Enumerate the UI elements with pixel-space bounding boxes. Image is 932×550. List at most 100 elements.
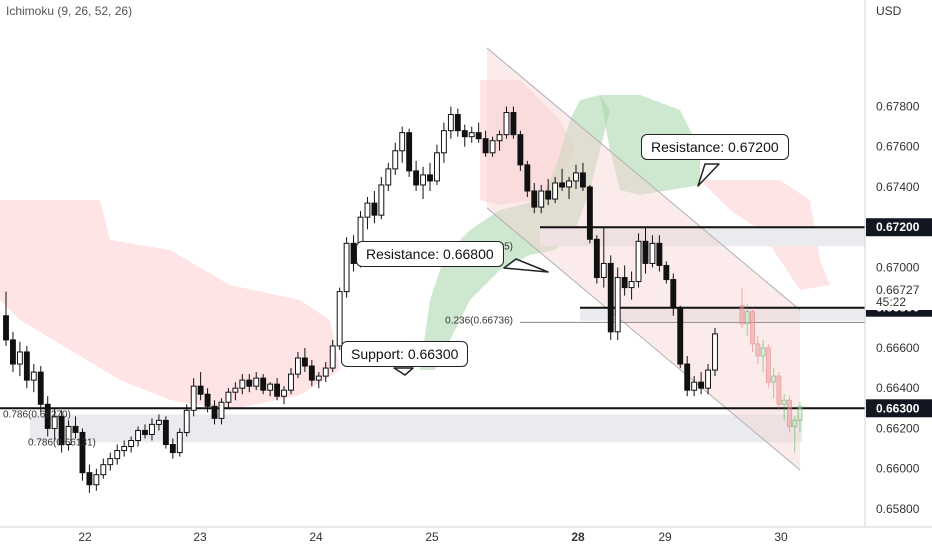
candle-body — [128, 439, 135, 448]
price-tick-label: 0.67400 — [876, 180, 920, 194]
candle — [183, 404, 190, 437]
candle — [37, 366, 44, 413]
channel-lower-line — [486, 207, 801, 471]
candle-body — [51, 415, 58, 429]
resistance-zone-2 — [580, 307, 865, 321]
candle-body — [434, 152, 440, 182]
candle — [559, 168, 566, 192]
candle — [614, 267, 621, 340]
candle-body — [712, 333, 718, 371]
candle — [23, 345, 30, 389]
candle — [3, 291, 9, 346]
candle-body — [190, 385, 197, 411]
support-callout[interactable]: Support: 0.66300 — [341, 341, 469, 367]
candle-body — [86, 472, 93, 486]
candle-body — [246, 379, 253, 387]
candle-body — [510, 112, 517, 136]
candle — [538, 184, 545, 214]
price-label: 45:22 — [876, 295, 906, 309]
projection-candle — [744, 303, 750, 336]
candle — [579, 162, 586, 192]
candle — [246, 374, 253, 393]
projection-body — [771, 375, 777, 383]
candle-body — [301, 357, 308, 367]
candle-body — [579, 172, 586, 188]
candle — [649, 235, 656, 268]
candle — [447, 106, 454, 139]
candle-body — [538, 190, 545, 208]
projection-body — [765, 347, 771, 383]
candle — [86, 464, 93, 493]
candle — [524, 160, 531, 198]
candle-body — [288, 373, 294, 391]
candle — [621, 265, 628, 296]
candle-body — [649, 242, 656, 264]
candle-body — [454, 114, 461, 132]
price-tick-label: 0.67800 — [876, 100, 920, 114]
candle — [406, 128, 413, 177]
price-tick-label: 0.66400 — [876, 381, 920, 395]
candle-body — [399, 132, 406, 152]
channel-upper-line — [486, 47, 801, 311]
candle — [420, 166, 426, 200]
candle — [573, 164, 579, 189]
candle — [677, 305, 684, 369]
candle-body — [517, 134, 524, 166]
callout-pointers — [393, 163, 720, 376]
candle — [267, 382, 274, 397]
candle — [72, 416, 79, 439]
time-tick-label: 25 — [425, 530, 439, 544]
candle — [142, 424, 148, 439]
candle — [371, 191, 378, 224]
candle-body — [496, 134, 503, 142]
candle — [155, 414, 162, 431]
projection-candle — [786, 396, 792, 433]
projection-body — [781, 399, 787, 405]
projection-body — [786, 399, 792, 427]
candle — [149, 418, 155, 441]
candle — [218, 398, 225, 425]
candle — [169, 438, 176, 459]
horizontal-levels — [0, 226, 865, 410]
candle-body — [440, 130, 447, 154]
candle-body — [162, 419, 169, 446]
price-tick-label: 0.67000 — [876, 260, 920, 274]
candle — [399, 126, 406, 163]
candle-body — [93, 474, 100, 486]
callout-pointer-2 — [503, 258, 549, 273]
resistance-callout-1[interactable]: Resistance: 0.67200 — [641, 134, 789, 160]
candle-body — [635, 240, 642, 283]
candle — [663, 261, 670, 284]
indicator-label[interactable]: Ichimoku (9, 26, 52, 26) — [6, 4, 133, 18]
candle — [274, 378, 281, 401]
candle-body — [385, 168, 392, 186]
candle — [635, 233, 642, 288]
candle — [454, 108, 461, 137]
candle — [440, 122, 447, 163]
callout-pointer-1 — [697, 163, 720, 187]
candle-body — [420, 174, 426, 186]
candle-body — [260, 377, 267, 391]
resistance-callout-2[interactable]: Resistance: 0.66800 — [356, 241, 504, 267]
candle — [336, 287, 343, 350]
candle-body — [482, 138, 489, 154]
candle — [461, 124, 468, 147]
candle — [197, 372, 204, 401]
projection-candle — [750, 307, 756, 352]
candle-body — [79, 431, 86, 474]
candle — [691, 376, 698, 397]
candle — [100, 458, 107, 479]
candle-body — [524, 164, 531, 192]
candle — [65, 420, 72, 451]
candle-body — [573, 172, 579, 182]
candle — [607, 255, 614, 340]
projection-body — [776, 375, 782, 405]
candle-body — [392, 150, 399, 170]
price-axis: 0.678000.676000.674000.672000.670000.668… — [864, 0, 920, 527]
projection-body — [739, 305, 745, 325]
projection-candle — [781, 394, 787, 421]
candle — [489, 136, 496, 157]
candle — [586, 184, 593, 244]
candle-body — [371, 202, 378, 216]
candle — [190, 378, 197, 417]
